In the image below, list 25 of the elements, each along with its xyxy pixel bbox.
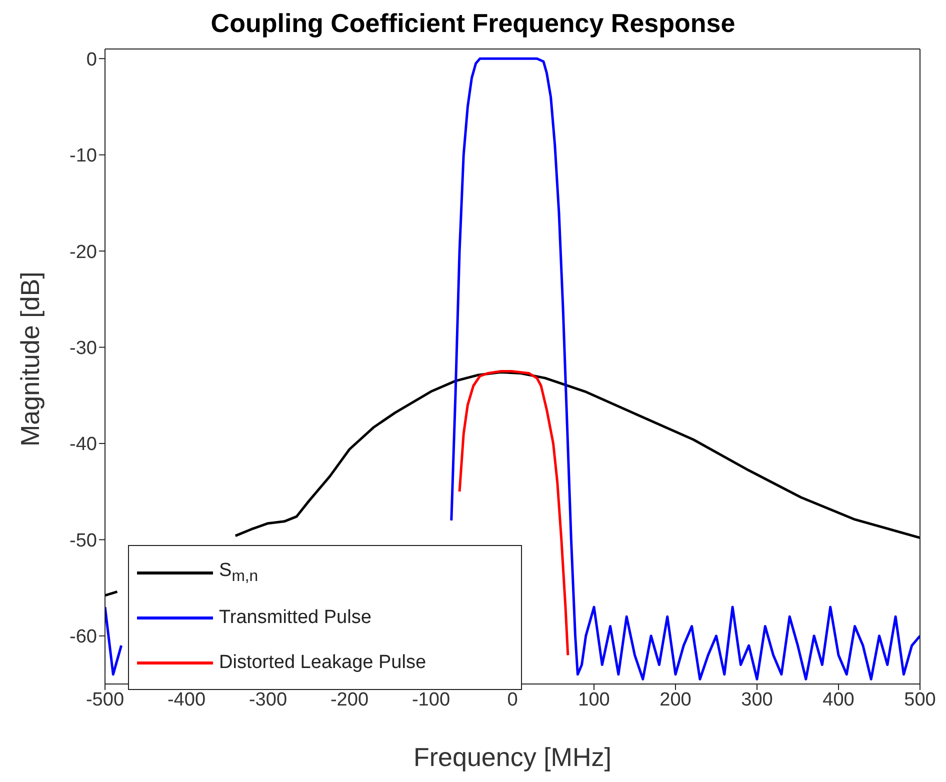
x-tick-label: 100: [578, 689, 610, 710]
line-series: [458, 370, 570, 656]
legend-label: Distorted Leakage Pulse: [219, 652, 426, 674]
y-tick-label: -60: [70, 626, 97, 648]
x-tick-label: -300: [248, 689, 288, 710]
y-tick-label: 0: [86, 49, 97, 70]
y-tick-label: -20: [70, 242, 97, 263]
y-tick-label: -30: [70, 338, 97, 360]
legend-label: S$_{m,n}$: [219, 560, 258, 586]
legend-label: Transmitted Pulse: [219, 606, 372, 628]
x-tick-label: -500: [86, 689, 124, 710]
chart-title: Coupling Coefficient Frequency Response: [210, 8, 736, 40]
x-tick-label: 400: [822, 689, 854, 710]
x-tick-label: -100: [412, 689, 450, 710]
y-tick-label: -40: [70, 434, 97, 456]
y-tick-label: -50: [70, 530, 97, 552]
y-axis-title: Magnitude [dB]: [15, 272, 46, 446]
x-tick-label: -400: [167, 689, 206, 710]
x-tick-label: -200: [330, 689, 369, 710]
x-tick-label: 0: [507, 689, 518, 710]
x-axis-title: Frequency [MHz]: [414, 742, 612, 772]
x-tick-label: 300: [741, 689, 773, 710]
x-tick-label: 200: [660, 689, 692, 710]
x-tick-label: 500: [904, 689, 936, 710]
y-tick-label: -10: [70, 146, 97, 167]
